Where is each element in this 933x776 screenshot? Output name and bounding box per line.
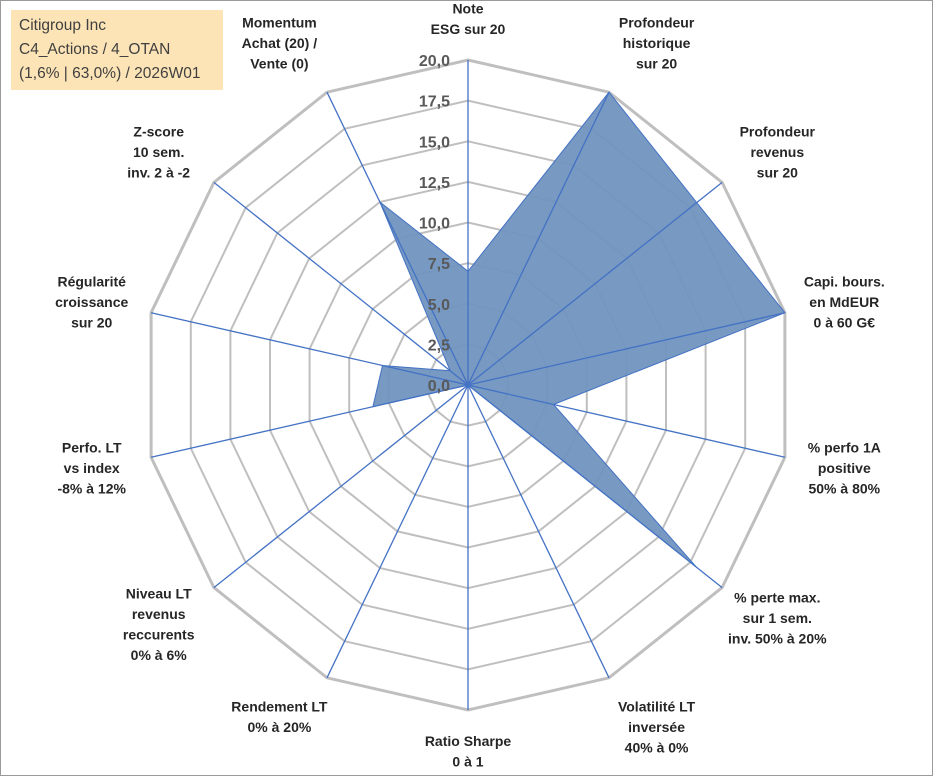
axis-spoke-3 bbox=[467, 312, 786, 386]
tick-label-6: 15,0 bbox=[419, 134, 450, 151]
portfolio-label: C4_Actions / 4_OTAN bbox=[19, 41, 171, 58]
category-label-11: Régularité croissance sur 20 bbox=[55, 273, 128, 330]
radar-category-labels: Note ESG sur 20 Profondeur historique sur 20… bbox=[55, 1, 885, 770]
tick-label-4: 10,0 bbox=[419, 216, 450, 233]
axis-spoke-4 bbox=[467, 384, 786, 458]
radar-tick-labels: 0,0 2,5 5,0 7,5 10,0 12,5 15,0 17,5 20,0 bbox=[419, 53, 450, 395]
company-name: Citigroup Inc bbox=[19, 17, 107, 34]
category-label-3: Capi. bours. en MdEUR 0 à 60 G€ bbox=[804, 273, 885, 330]
axis-spoke-12 bbox=[213, 181, 469, 386]
tick-label-3: 7,5 bbox=[428, 256, 450, 273]
category-label-9: Niveau LT revenus reccurents 0% à 6% bbox=[123, 586, 195, 664]
axis-spoke-5 bbox=[467, 384, 723, 589]
tick-label-8: 20,0 bbox=[419, 53, 450, 70]
axis-spoke-6 bbox=[467, 384, 610, 679]
category-label-7: Ratio Sharpe 0 à 1 bbox=[425, 733, 512, 770]
axis-spoke-13 bbox=[326, 91, 469, 386]
axis-spoke-9 bbox=[213, 384, 469, 589]
tick-label-2: 5,0 bbox=[428, 297, 450, 314]
category-label-6: Volatilité LT inversée 40% à 0% bbox=[618, 699, 696, 756]
category-label-8: Rendement LT 0% à 20% bbox=[231, 699, 328, 736]
tick-label-5: 12,5 bbox=[419, 175, 450, 192]
category-label-10: Perfo. LT vs index -8% à 12% bbox=[57, 440, 126, 497]
category-label-4: % perfo 1A positive 50% à 80% bbox=[808, 440, 881, 497]
radar-axes bbox=[150, 60, 786, 710]
axis-spoke-11 bbox=[150, 312, 469, 386]
axis-spoke-1 bbox=[467, 91, 610, 386]
axis-spoke-2 bbox=[467, 181, 723, 386]
stats-label: (1,6% | 63,0%) / 2026W01 bbox=[19, 65, 201, 82]
axis-spoke-8 bbox=[326, 384, 469, 679]
tick-label-0: 0,0 bbox=[428, 378, 450, 395]
info-box: Citigroup Inc C4_Actions / 4_OTAN (1,6% … bbox=[11, 10, 223, 90]
tick-label-1: 2,5 bbox=[428, 337, 450, 354]
axis-spoke-10 bbox=[150, 384, 469, 458]
category-label-12: Z-score 10 sem. inv. 2 à -2 bbox=[127, 124, 190, 181]
category-label-2: Profondeur revenus sur 20 bbox=[740, 124, 816, 181]
category-label-5: % perte max. sur 1 sem. inv. 50% à 20% bbox=[728, 589, 827, 646]
category-label-13: Momentum Achat (20) / Vente (0) bbox=[242, 14, 318, 71]
tick-label-7: 17,5 bbox=[419, 94, 450, 111]
category-label-0: Note ESG sur 20 bbox=[431, 1, 506, 38]
category-label-1: Profondeur historique sur 20 bbox=[619, 14, 695, 71]
